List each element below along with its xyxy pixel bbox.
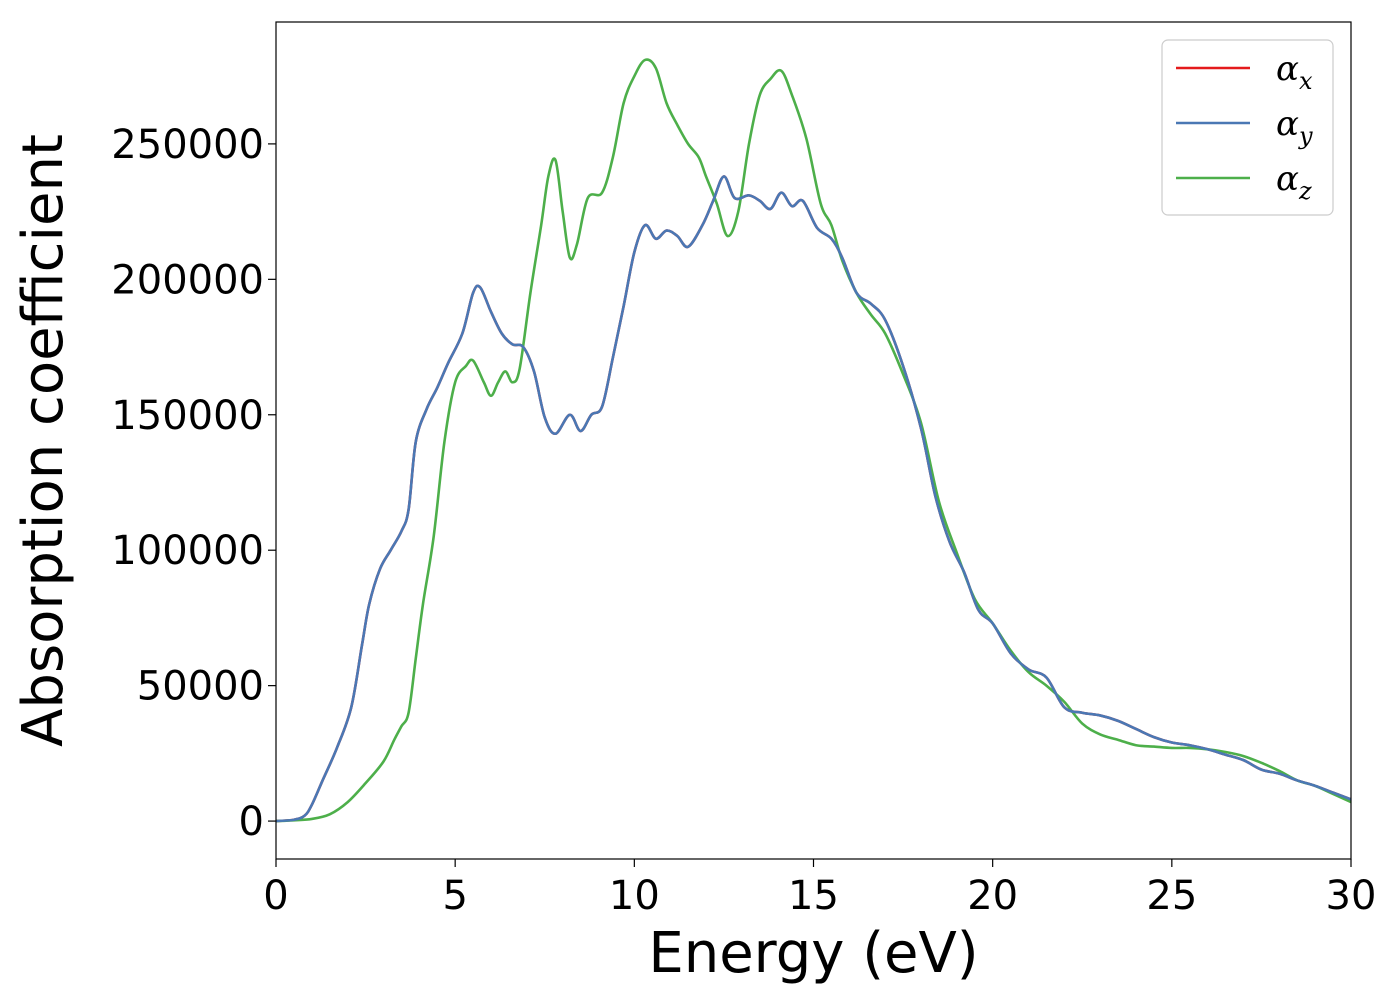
y-tick-label: 0 <box>239 799 264 845</box>
legend-subscript: x <box>1299 67 1313 95</box>
legend-subscript: y <box>1298 122 1313 150</box>
x-tick-label: 25 <box>1146 873 1197 919</box>
legend-label: αy <box>1276 104 1313 150</box>
series-layer <box>276 58 1351 823</box>
x-tick-label: 5 <box>442 873 467 919</box>
y-axis-label: Absorption coefficient <box>11 134 76 747</box>
x-tick-label: 30 <box>1326 873 1377 919</box>
legend-label: αz <box>1276 159 1312 205</box>
x-axis: 0 5 10 15 20 25 30 <box>263 859 1376 919</box>
y-tick-label: 250000 <box>111 122 264 168</box>
legend-label: αx <box>1276 49 1313 95</box>
y-tick-label: 200000 <box>111 257 264 303</box>
x-tick-label: 15 <box>788 873 839 919</box>
y-tick-label: 50000 <box>137 664 264 710</box>
x-tick-label: 10 <box>609 873 660 919</box>
legend-symbol: α <box>1276 49 1299 89</box>
x-tick-label: 20 <box>967 873 1018 919</box>
legend-symbol: α <box>1276 159 1299 199</box>
y-tick-label: 100000 <box>111 528 264 574</box>
legend-subscript: z <box>1298 177 1312 205</box>
x-tick-label: 0 <box>263 873 288 919</box>
alpha-y-line <box>276 175 1351 823</box>
x-axis-label: Energy (eV) <box>648 921 978 986</box>
legend-symbol: α <box>1276 104 1299 144</box>
y-tick-label: 150000 <box>111 393 264 439</box>
alpha-z-line <box>276 58 1351 823</box>
y-axis: 0 50000 100000 150000 200000 250000 <box>111 122 276 845</box>
legend-box <box>1161 39 1334 216</box>
